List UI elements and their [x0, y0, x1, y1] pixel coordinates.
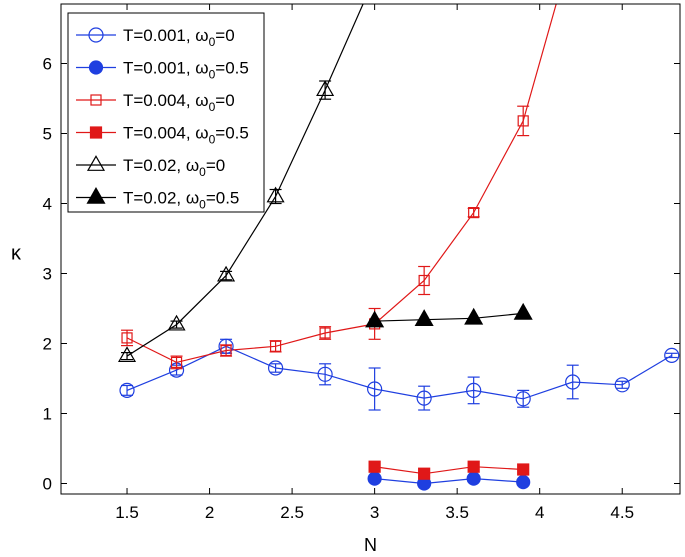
x-tick-label: 2.5	[280, 503, 304, 522]
data-point	[365, 310, 385, 328]
legend-label: T=0.004, ω0=0.5	[123, 124, 249, 147]
legend-marker	[86, 155, 106, 171]
data-point	[517, 115, 529, 127]
legend-marker	[89, 126, 103, 139]
x-tick-label: 1.5	[115, 503, 139, 522]
data-point	[317, 366, 333, 382]
data-point	[418, 467, 431, 480]
data-point	[464, 307, 484, 325]
series-line	[374, 312, 524, 322]
data-point	[220, 344, 232, 357]
legend: T=0.001, ω0=0 T=0.001, ω0=0.5 T=0.004, ω0=…	[67, 12, 265, 213]
legend-marker	[88, 27, 104, 43]
data-point	[121, 332, 133, 344]
legend-box	[67, 12, 265, 213]
plot-frame	[60, 3, 681, 495]
legend-label: T=0.004, ω0=0	[123, 91, 235, 114]
x-tick-label: 2	[205, 503, 214, 522]
y-tick-label: 5	[43, 125, 52, 144]
data-point	[367, 381, 383, 397]
data-point	[468, 207, 480, 219]
data-point	[466, 382, 482, 398]
data-point	[614, 377, 630, 393]
legend-marker	[88, 60, 104, 75]
x-axis-label: N	[364, 535, 377, 555]
legend-label: T=0.02, ω0=0.5	[123, 189, 239, 212]
legend-marker	[86, 186, 106, 204]
data-point	[368, 460, 381, 473]
data-point	[414, 309, 434, 326]
data-point	[117, 346, 137, 363]
data-point	[516, 475, 531, 490]
y-axis-label: κ	[11, 243, 22, 265]
series-markers	[117, 80, 680, 491]
y-tick-label: 4	[43, 195, 52, 214]
data-point	[319, 327, 331, 339]
y-tick-label: 6	[43, 55, 52, 74]
data-point	[515, 391, 531, 407]
x-tick-label: 4	[535, 503, 544, 522]
data-point	[119, 382, 135, 398]
legend-marker	[90, 94, 102, 106]
series-line	[126, 4, 557, 364]
data-point	[269, 340, 282, 352]
y-tick-label: 3	[43, 265, 52, 284]
y-tick-label: 1	[43, 405, 52, 424]
series-line	[374, 477, 524, 485]
data-point	[664, 347, 680, 363]
data-point	[267, 360, 284, 376]
data-point	[367, 471, 382, 486]
x-tick-label: 3.5	[445, 503, 469, 522]
series-line	[374, 466, 524, 475]
series-line	[126, 345, 673, 400]
legend-label: T=0.001, ω0=0	[123, 26, 235, 49]
legend-label: T=0.001, ω0=0.5	[123, 59, 249, 82]
legend-label: T=0.02, ω0=0	[123, 156, 225, 179]
data-point	[266, 186, 285, 203]
y-tick-label: 0	[43, 475, 52, 494]
data-point	[170, 356, 183, 368]
data-point	[517, 463, 530, 476]
data-point	[565, 374, 581, 390]
data-point	[467, 460, 480, 473]
data-point	[513, 302, 533, 320]
data-point	[217, 265, 236, 282]
data-point	[418, 274, 430, 287]
x-tick-label: 3	[370, 503, 379, 522]
data-point	[167, 314, 186, 331]
axis-ticks: 1.5 2 2.5 3 3.5 4 4.5 0 1 2 3 4 5 6	[43, 4, 680, 522]
data-point	[466, 471, 481, 486]
x-tick-label: 4.5	[610, 503, 634, 522]
data-point	[416, 390, 432, 406]
data-point	[316, 80, 335, 97]
y-tick-label: 2	[43, 335, 52, 354]
